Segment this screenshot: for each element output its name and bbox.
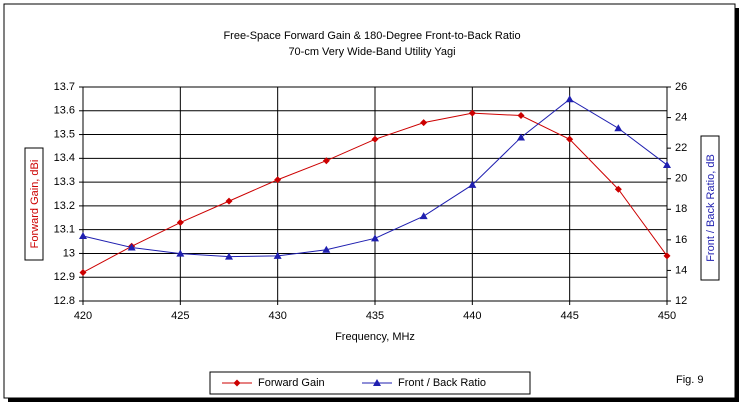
legend-label: Forward Gain (258, 377, 325, 389)
marker (225, 197, 233, 205)
y-tick-label: 13.6 (54, 105, 75, 117)
y-tick-label: 13.7 (54, 81, 75, 93)
marker (517, 133, 525, 141)
chart-subtitle: 70-cm Very Wide-Band Utility Yagi (288, 46, 455, 58)
marker (371, 135, 379, 143)
y-axis-label: Forward Gain, dBi (29, 160, 41, 249)
x-tick-label: 445 (560, 310, 578, 322)
marker (79, 268, 87, 276)
x-axis-label: Frequency, MHz (335, 331, 415, 343)
marker (176, 219, 184, 227)
marker (274, 176, 282, 184)
marker (517, 112, 525, 120)
annotation: Fig. 9 (676, 374, 704, 386)
marker (371, 234, 379, 242)
marker (127, 243, 136, 251)
legend-marker (233, 379, 241, 387)
marker (225, 252, 233, 260)
marker (322, 245, 331, 253)
y2-tick-label: 26 (675, 81, 687, 93)
marker (273, 251, 282, 259)
marker (176, 249, 185, 257)
marker (322, 157, 330, 165)
marker (79, 232, 87, 240)
x-tick-label: 440 (463, 310, 481, 322)
y-tick-label: 13.5 (54, 128, 75, 140)
y2-label-box (700, 135, 720, 281)
marker (468, 180, 477, 188)
y2-tick-label: 14 (675, 264, 687, 276)
x-tick-label: 420 (74, 310, 92, 322)
marker (419, 212, 428, 220)
chart-title: Free-Space Forward Gain & 180-Degree Fro… (223, 30, 520, 42)
marker (565, 95, 574, 103)
y2-tick-label: 12 (675, 295, 687, 307)
marker (468, 109, 476, 117)
x-tick-label: 450 (658, 310, 676, 322)
y-tick-label: 13.3 (54, 176, 75, 188)
y-label-box (24, 147, 44, 261)
x-tick-label: 430 (268, 310, 286, 322)
marker (614, 124, 623, 132)
y2-tick-label: 16 (675, 234, 687, 246)
legend-marker (373, 379, 381, 386)
marker (663, 160, 671, 168)
y-tick-label: 12.9 (54, 271, 75, 283)
y-tick-label: 13.2 (54, 200, 75, 212)
legend-label: Front / Back Ratio (398, 377, 486, 389)
marker (663, 252, 671, 260)
marker (614, 185, 622, 193)
y-tick-label: 13.4 (54, 152, 75, 164)
y2-axis-label: Front / Back Ratio, dB (705, 154, 717, 262)
y2-tick-label: 24 (675, 111, 687, 123)
x-tick-label: 425 (171, 310, 189, 322)
y2-tick-label: 18 (675, 203, 687, 215)
y2-tick-label: 20 (675, 173, 687, 185)
marker (420, 119, 428, 127)
marker (566, 135, 574, 143)
y-tick-label: 12.8 (54, 295, 75, 307)
x-tick-label: 435 (366, 310, 384, 322)
y-tick-label: 13.1 (54, 224, 75, 236)
y-tick-label: 13 (63, 247, 75, 259)
y2-tick-label: 22 (675, 142, 687, 154)
